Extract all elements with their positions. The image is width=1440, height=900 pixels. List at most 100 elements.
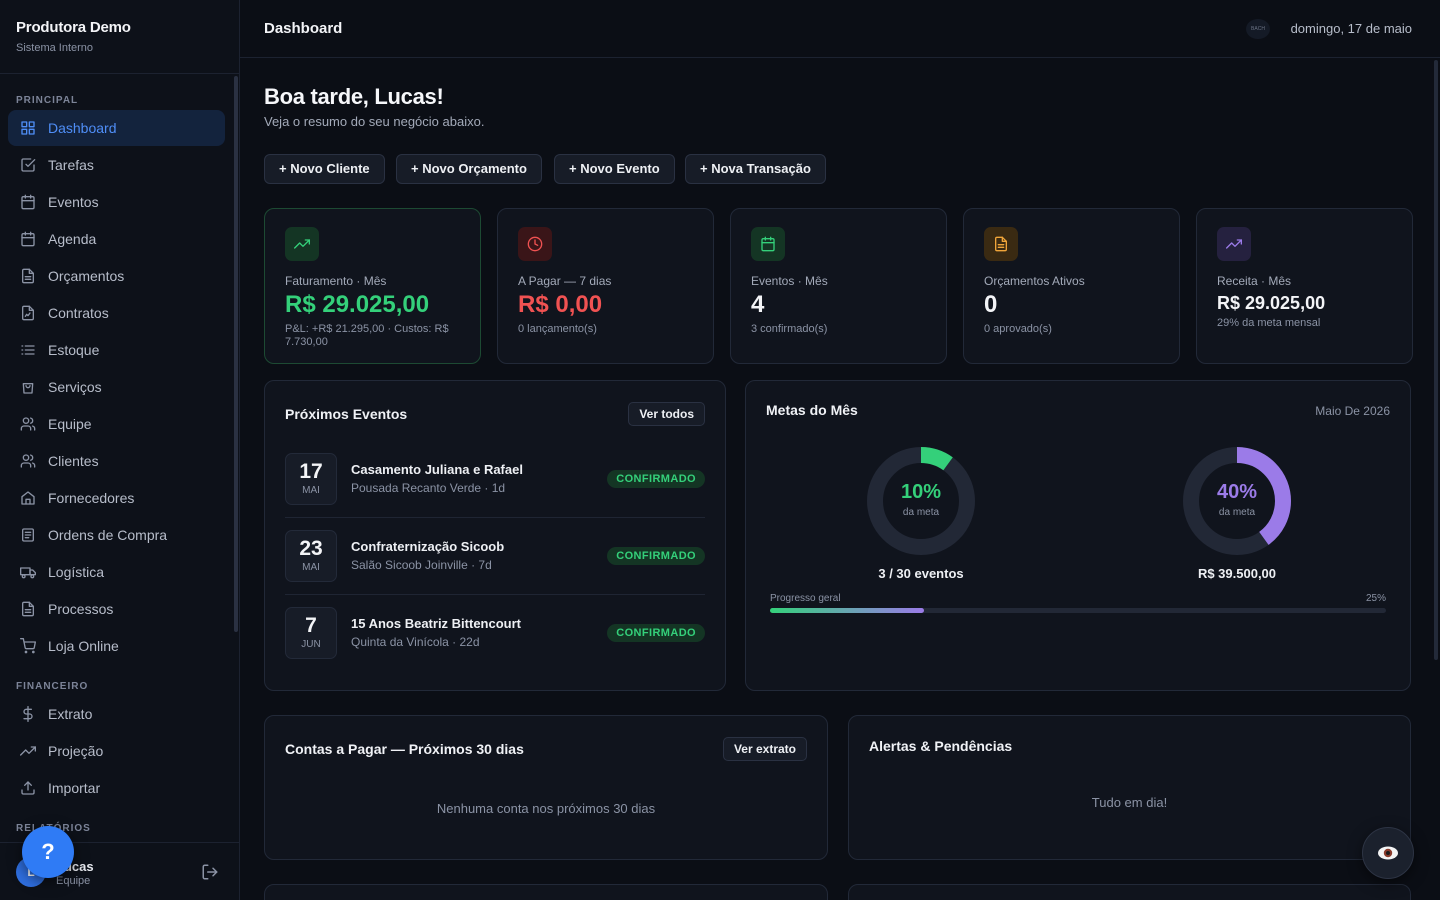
new-client-button[interactable]: + Novo Cliente bbox=[264, 154, 385, 184]
sidebar-item-ordens-de-compra[interactable]: Ordens de Compra bbox=[8, 517, 225, 553]
dollar-icon bbox=[20, 706, 36, 722]
events-goal-percent: 10% bbox=[900, 481, 942, 503]
sidebar-item-servicos[interactable]: Serviços bbox=[8, 369, 225, 405]
sidebar-item-label: Tarefas bbox=[48, 157, 94, 173]
revenue-goal-sub: da meta bbox=[1218, 507, 1256, 518]
sidebar-scrollbar[interactable] bbox=[234, 76, 238, 632]
checkbox-icon bbox=[20, 157, 36, 173]
event-date: 17 MAI bbox=[285, 453, 337, 505]
event-list-item[interactable]: 17 MAI Casamento Juliana e Rafael Pousada R… bbox=[285, 453, 705, 505]
bag-icon bbox=[20, 379, 36, 395]
document-icon bbox=[20, 601, 36, 617]
kpi-value: 4 bbox=[751, 291, 765, 318]
trending-up-icon bbox=[20, 743, 36, 759]
cart-icon bbox=[20, 638, 36, 654]
event-date: 23 MAI bbox=[285, 530, 337, 582]
sidebar-item-label: Equipe bbox=[48, 416, 92, 432]
next-card-left bbox=[264, 884, 828, 900]
event-day: 17 bbox=[299, 460, 323, 483]
kpi-value: R$ 29.025,00 bbox=[1217, 293, 1326, 313]
page-scrollbar[interactable] bbox=[1434, 60, 1438, 660]
events-goal-ring: 10% da meta bbox=[865, 445, 977, 557]
alerts-card: Alertas & Pendências Tudo em dia! bbox=[848, 715, 1411, 860]
help-button[interactable]: ? bbox=[22, 826, 74, 878]
new-transaction-button[interactable]: + Nova Transação bbox=[685, 154, 826, 184]
sidebar-item-label: Eventos bbox=[48, 194, 99, 210]
sidebar-item-eventos[interactable]: Eventos bbox=[8, 184, 225, 220]
event-month: MAI bbox=[302, 485, 320, 496]
calendar-icon bbox=[20, 194, 36, 210]
sidebar-item-equipe[interactable]: Equipe bbox=[8, 406, 225, 442]
sidebar-item-fornecedores[interactable]: Fornecedores bbox=[8, 480, 225, 516]
user-role: Equipe bbox=[56, 875, 91, 887]
kpi-label: A Pagar — 7 dias bbox=[518, 274, 612, 288]
company-logo: BACH bbox=[1246, 19, 1270, 39]
sidebar-item-label: Orçamentos bbox=[48, 268, 125, 284]
store-icon bbox=[20, 490, 36, 506]
event-location: Pousada Recanto Verde · 1d bbox=[351, 481, 506, 495]
grid-icon bbox=[20, 120, 36, 136]
goals-title: Metas do Mês bbox=[766, 402, 858, 418]
header-date: domingo, 17 de maio bbox=[1290, 21, 1412, 36]
kpi-card-active-quotes[interactable]: Orçamentos Ativos 0 0 aprovado(s) bbox=[963, 208, 1180, 364]
sidebar-item-processos[interactable]: Processos bbox=[8, 591, 225, 627]
sidebar-item-clientes[interactable]: Clientes bbox=[8, 443, 225, 479]
event-name: Casamento Juliana e Rafael bbox=[351, 462, 523, 477]
event-name: Confraternização Sicoob bbox=[351, 539, 505, 554]
sidebar-item-label: Extrato bbox=[48, 706, 93, 722]
event-list-item[interactable]: 23 MAI Confraternização Sicoob Salão Sicoob… bbox=[285, 530, 705, 582]
kpi-subtext: 29% da meta mensal bbox=[1217, 317, 1321, 329]
kpi-card-events-month[interactable]: Eventos · Mês 4 3 confirmado(s) bbox=[730, 208, 947, 364]
trending-up-icon bbox=[1217, 227, 1251, 261]
visibility-toggle-button[interactable] bbox=[1362, 827, 1414, 879]
sidebar-item-tarefas[interactable]: Tarefas bbox=[8, 147, 225, 183]
kpi-label: Orçamentos Ativos bbox=[984, 274, 1085, 288]
sidebar-item-estoque[interactable]: Estoque bbox=[8, 332, 225, 368]
kpi-label: Eventos · Mês bbox=[751, 274, 828, 288]
calendar-icon bbox=[20, 231, 36, 247]
sidebar-item-label: Agenda bbox=[48, 231, 97, 247]
document-icon bbox=[20, 268, 36, 284]
sidebar-item-logistica[interactable]: Logística bbox=[8, 554, 225, 590]
overall-progress-track bbox=[770, 608, 1386, 613]
sidebar-item-label: Contratos bbox=[48, 305, 109, 321]
upload-icon bbox=[20, 780, 36, 796]
upcoming-events-card: Próximos Eventos Ver todos 17 MAI Casament… bbox=[264, 380, 726, 691]
document-icon bbox=[984, 227, 1018, 261]
event-list-item[interactable]: 7 JUN 15 Anos Beatriz Bittencourt Quinta da… bbox=[285, 607, 705, 659]
sidebar-item-contratos[interactable]: Contratos bbox=[8, 295, 225, 331]
brand-name: Produtora Demo bbox=[16, 19, 131, 36]
sidebar-item-importar[interactable]: Importar bbox=[8, 770, 225, 806]
new-event-button[interactable]: + Novo Evento bbox=[554, 154, 675, 184]
kpi-card-income-month[interactable]: Receita · Mês R$ 29.025,00 29% da meta men… bbox=[1196, 208, 1413, 364]
sidebar-item-projecao[interactable]: Projeção bbox=[8, 733, 225, 769]
kpi-label: Receita · Mês bbox=[1217, 274, 1292, 288]
eye-icon bbox=[1378, 846, 1398, 860]
revenue-goal-arc bbox=[1183, 447, 1291, 555]
event-day: 7 bbox=[305, 614, 317, 637]
kpi-card-revenue-month[interactable]: Faturamento · Mês R$ 29.025,00 P&L: +R$ 21… bbox=[264, 208, 481, 364]
file-signature-icon bbox=[20, 305, 36, 321]
sidebar-item-extrato[interactable]: Extrato bbox=[8, 696, 225, 732]
sidebar-item-agenda[interactable]: Agenda bbox=[8, 221, 225, 257]
new-quote-button[interactable]: + Novo Orçamento bbox=[396, 154, 542, 184]
sidebar: Produtora Demo Sistema Interno PRINCIPAL… bbox=[0, 0, 240, 900]
sidebar-item-label: Projeção bbox=[48, 743, 104, 759]
view-all-events-button[interactable]: Ver todos bbox=[628, 402, 705, 426]
brand: Produtora Demo Sistema Interno bbox=[0, 0, 239, 74]
sidebar-nav: PRINCIPAL Dashboard Tarefas Eventos Agenda Or… bbox=[0, 74, 233, 842]
sidebar-item-loja-online[interactable]: Loja Online bbox=[8, 628, 225, 664]
events-goal-arc bbox=[867, 447, 975, 555]
overall-progress-value: 25% bbox=[1365, 593, 1386, 604]
events-goal-caption: 3 / 30 eventos bbox=[878, 566, 964, 581]
payables-empty: Nenhuma conta nos próximos 30 dias bbox=[436, 801, 656, 816]
logout-icon[interactable] bbox=[201, 863, 219, 881]
sidebar-item-orcamentos[interactable]: Orçamentos bbox=[8, 258, 225, 294]
goals-period: Maio De 2026 bbox=[1315, 404, 1390, 418]
view-statement-button[interactable]: Ver extrato bbox=[722, 737, 807, 761]
kpi-card-payables-7-days[interactable]: A Pagar — 7 dias R$ 0,00 0 lançamento(s) bbox=[497, 208, 714, 364]
overall-progress-fill bbox=[770, 608, 924, 613]
upcoming-events-title: Próximos Eventos bbox=[285, 406, 408, 422]
sidebar-item-label: Ordens de Compra bbox=[48, 527, 168, 543]
sidebar-item-dashboard[interactable]: Dashboard bbox=[8, 110, 225, 146]
